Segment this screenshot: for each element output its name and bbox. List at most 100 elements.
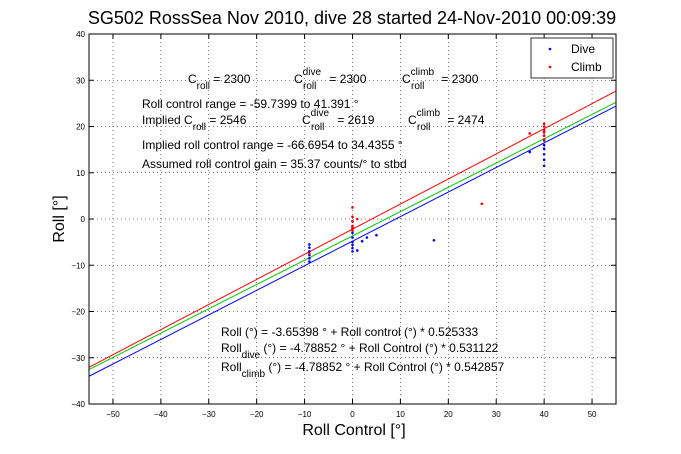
- data-points: [308, 122, 546, 263]
- climb-point: [542, 131, 546, 134]
- legend: Dive Climb: [530, 37, 614, 79]
- dive-point: [360, 239, 364, 243]
- dive-point: [542, 158, 546, 162]
- fit-equation-all: Roll (°) = -3.65398 ° + Roll control (°)…: [221, 325, 479, 339]
- dive-point: [365, 236, 369, 239]
- climb-point: [480, 202, 484, 206]
- climb-point: [542, 125, 546, 128]
- annotation-c-roll-climb-base: C: [402, 72, 411, 86]
- y-tick-label: −40: [71, 400, 85, 409]
- y-tick-label: 40: [76, 30, 85, 39]
- climb-point: [308, 252, 311, 255]
- svg-text:Cdive roll = 2619: Cdive roll = 2619: [302, 105, 375, 133]
- dive-point: [351, 236, 354, 239]
- dive-point: [351, 250, 354, 253]
- annotation-implied-tail: = 2546: [206, 113, 247, 127]
- climb-point: [351, 224, 354, 228]
- y-tick-label: 0: [81, 215, 86, 224]
- annotation-c-roll-climb-sup: climb: [411, 67, 435, 78]
- y-tick-label: −30: [71, 354, 85, 363]
- x-tick-label: 40: [540, 410, 549, 419]
- dive-point: [351, 240, 354, 244]
- fit-dive-base: Roll: [221, 341, 242, 355]
- dive-point: [308, 257, 311, 260]
- annotation-gain: Assumed roll control gain = 35.37 counts…: [142, 157, 407, 171]
- fit-line-fit: [88, 101, 617, 370]
- y-tick-label: −10: [71, 261, 85, 270]
- fit-equation-dive: Rolldive (°) = -4.78852 ° + Roll Control…: [221, 341, 499, 361]
- x-tick-label: 20: [444, 410, 453, 419]
- dive-point: [355, 249, 359, 252]
- x-tick-label: 10: [396, 410, 405, 419]
- legend-box: [530, 37, 614, 79]
- dive-point: [351, 246, 354, 250]
- x-axis-label: Roll Control [°]: [302, 422, 405, 439]
- dive-point: [351, 243, 354, 247]
- chart-title: SG502 RossSea Nov 2010, dive 28 started …: [88, 8, 616, 28]
- dive-point: [542, 143, 546, 147]
- annotation-c-roll-dive-sup: dive: [303, 67, 322, 78]
- annotation-implied-dive-tail: = 2619: [334, 113, 375, 127]
- climb-point: [355, 217, 359, 221]
- svg-text:Cclimb roll = 2300: Cclimb roll = 2300: [402, 64, 479, 92]
- climb-point: [542, 138, 546, 141]
- climb-point: [351, 229, 354, 232]
- annotation-c-roll-sub: roll: [197, 81, 210, 92]
- x-tick-label: −40: [154, 410, 168, 419]
- climb-point: [351, 215, 354, 218]
- dive-point: [375, 233, 378, 237]
- climb-point: [351, 220, 354, 223]
- fit-climb-tail: (°) = -4.78852 ° + Roll Control (°) * 0.…: [265, 360, 505, 374]
- annotation-implied-sub: roll: [193, 122, 206, 133]
- x-tick-label: 30: [492, 410, 501, 419]
- dive-point: [542, 152, 546, 156]
- dive-point: [351, 231, 354, 235]
- dive-point: [432, 238, 436, 242]
- climb-point: [351, 226, 354, 230]
- x-tick-label: −50: [106, 410, 120, 419]
- annotation-implied-climb-base: C: [408, 113, 417, 127]
- svg-text:Cclimb roll = 2474: Cclimb roll = 2474: [408, 105, 485, 133]
- annotation-roll-range: Roll control range = -59.7399 to 41.391 …: [142, 97, 359, 111]
- y-tick-label: −20: [71, 308, 85, 317]
- annotation-c-roll-dive-sub: roll: [303, 81, 316, 92]
- annotation-implied-base: Implied C: [142, 113, 193, 127]
- fit-dive-tail: (°) = -4.78852 ° + Roll Control (°) * 0.…: [260, 341, 499, 355]
- x-tick-label: −20: [250, 410, 264, 419]
- svg-text:Cdive roll = 2300: Cdive roll = 2300: [294, 64, 367, 92]
- fit-climb-sub: climb: [242, 369, 266, 380]
- y-tick-label: 10: [76, 169, 85, 178]
- annotation-implied-range: Implied roll control range = -66.6954 to…: [142, 138, 403, 152]
- annotation-c-roll: Croll = 2300 Cdive roll = 2300 Cclimb ro…: [188, 64, 479, 92]
- annotation-implied-climb-sub: roll: [417, 122, 430, 133]
- x-tick-label: −10: [298, 410, 312, 419]
- climb-point: [542, 134, 546, 138]
- dive-point: [308, 246, 311, 249]
- svg-text:Croll = 2300: Croll = 2300: [188, 72, 251, 92]
- annotation-implied-dive-sub: roll: [311, 122, 324, 133]
- climb-point: [351, 206, 354, 209]
- dive-point: [542, 164, 546, 168]
- annotation-c-roll-base: C: [188, 72, 197, 86]
- annotation-implied-dive-sup: dive: [311, 108, 330, 119]
- annotation-c-roll-tail: = 2300: [210, 72, 251, 86]
- grid: [89, 33, 616, 405]
- legend-climb-label: Climb: [571, 60, 602, 74]
- annotation-implied: Implied Croll = 2546 Cdive roll = 2619 C…: [142, 105, 485, 133]
- axis-ticks: −50 −40 −30 −20 −10 0 10 20 30 40 50 −40 −30 −20 −10 0 1…: [71, 30, 616, 419]
- y-tick-label: 20: [76, 123, 85, 132]
- dive-point: [542, 147, 546, 150]
- climb-point: [542, 122, 546, 126]
- legend-climb-marker: [548, 65, 552, 69]
- annotation-c-roll-dive-base: C: [294, 72, 303, 86]
- dive-point: [308, 243, 311, 246]
- legend-dive-label: Dive: [571, 42, 595, 56]
- y-tick-label: 30: [76, 76, 85, 85]
- dive-point: [308, 260, 311, 263]
- annotation-c-roll-climb-sub: roll: [411, 81, 424, 92]
- x-tick-label: −30: [202, 410, 216, 419]
- annotation-implied-climb-sup: climb: [417, 108, 441, 119]
- x-tick-label: 0: [350, 410, 355, 419]
- fit-climb-base: Roll: [221, 360, 242, 374]
